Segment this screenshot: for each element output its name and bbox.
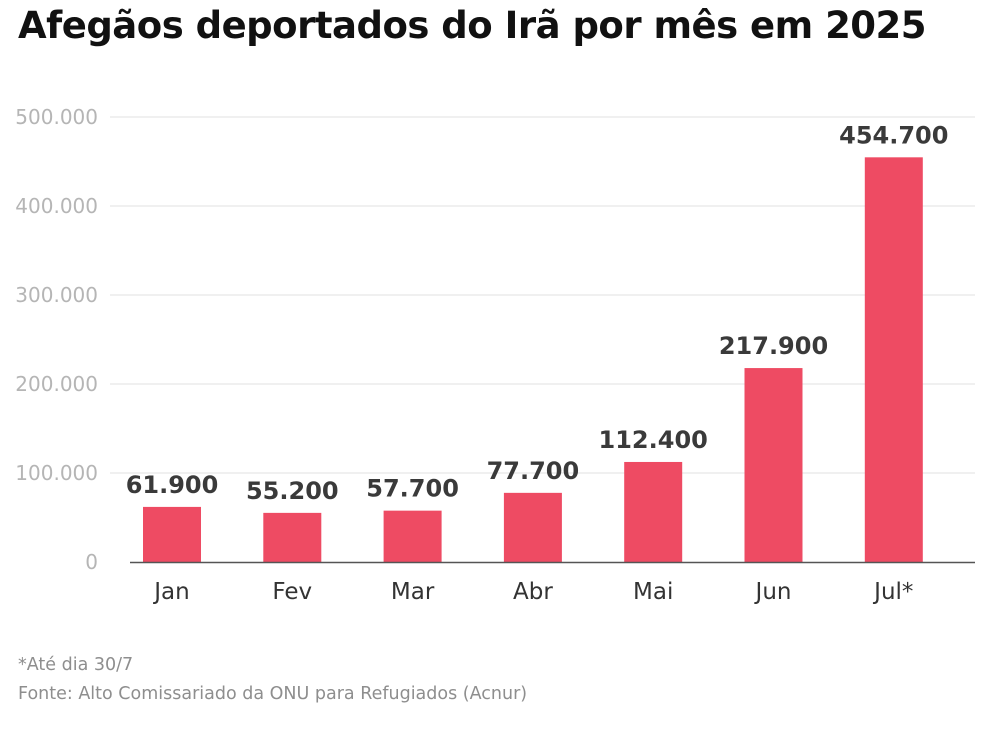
data-label: 57.700	[366, 475, 459, 503]
x-tick-label: Jun	[754, 579, 792, 605]
bar	[864, 157, 923, 562]
y-tick-label: 0	[85, 550, 98, 574]
data-labels: 61.900 55.200 57.700 77.700 112.400 217.900 45…	[126, 121, 949, 505]
x-tick-label: Mai	[633, 579, 673, 605]
y-tick-label: 200.000	[15, 372, 98, 396]
source-note: Fonte: Alto Comissariado da ONU para Ref…	[18, 684, 528, 704]
bar	[744, 368, 803, 562]
bars	[143, 157, 923, 562]
data-label: 55.200	[246, 477, 339, 505]
x-tick-label: Fev	[272, 579, 312, 605]
y-tick-label: 500.000	[15, 105, 98, 129]
x-tick-label: Mar	[391, 579, 435, 605]
y-tick-label: 400.000	[15, 194, 98, 218]
x-axis-ticks: Jan Fev Mar Abr Mai Jun Jul*	[152, 579, 913, 605]
bar	[503, 492, 562, 562]
x-tick-label: Abr	[513, 579, 553, 605]
chart-title: Afegãos deportados do Irã por mês em 202…	[18, 4, 927, 47]
y-tick-label: 100.000	[15, 461, 98, 485]
data-label: 77.700	[487, 457, 580, 485]
data-label: 112.400	[599, 426, 708, 454]
data-label: 454.700	[839, 121, 948, 149]
bar	[383, 510, 442, 562]
bar	[263, 512, 322, 562]
data-label: 217.900	[719, 332, 828, 360]
bar	[143, 506, 201, 562]
y-tick-label: 300.000	[15, 283, 98, 307]
gridlines	[110, 116, 975, 474]
y-axis-ticks: 0 100.000 200.000 300.000 400.000 500.000	[15, 105, 98, 574]
footnote: *Até dia 30/7	[18, 655, 134, 675]
data-label: 61.900	[126, 471, 219, 499]
bar	[624, 461, 683, 562]
x-tick-label: Jul*	[872, 579, 913, 605]
x-tick-label: Jan	[152, 579, 189, 605]
